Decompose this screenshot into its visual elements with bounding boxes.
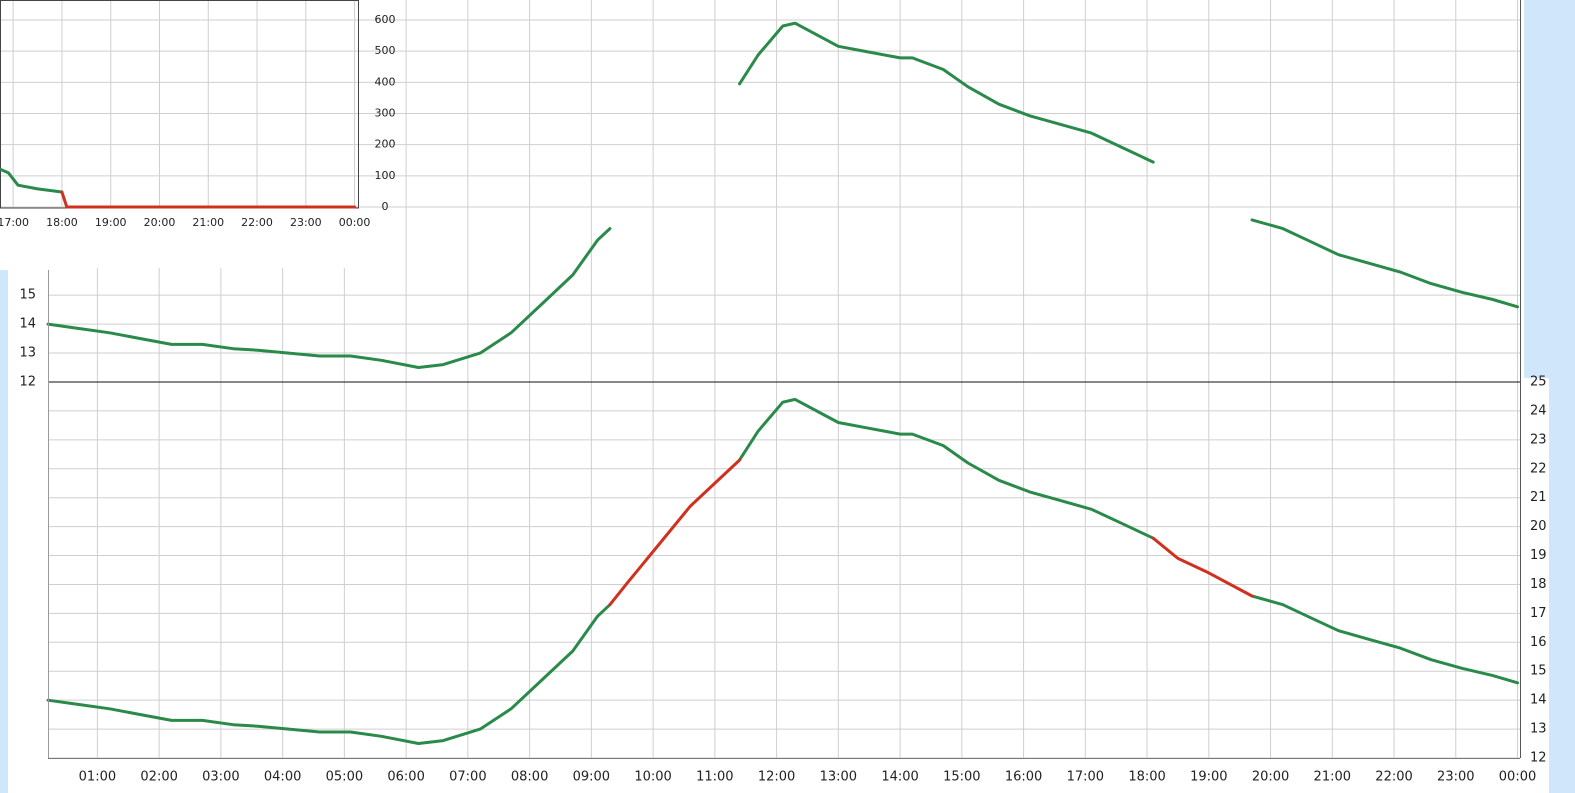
window-edge [0,270,8,793]
y-tick-label: 0 [382,200,389,213]
label-layer: 12 13 14 15 01:00 02:00 03:00 04:00 05:00 06:00 07… [19,288,1546,785]
y-tick-label: 19 [1530,548,1547,563]
y-tick-label: 14 [1530,693,1547,708]
x-tick-label: 23:00 [1437,770,1474,785]
y-tick-label: 12 [1530,751,1547,766]
y-tick-label: 24 [1530,403,1547,418]
y-tick-label: 22 [1530,461,1547,476]
y-tick-label: 300 [375,107,396,120]
x-tick-label: 21:00 [1314,770,1351,785]
x-tick-label: 11:00 [696,770,733,785]
y-tick-label: 12 [19,375,36,390]
y-tick-label: 400 [375,75,396,88]
y-tick-label: 15 [1530,664,1547,679]
x-tick-label: 12:00 [758,770,795,785]
line-layer [46,0,1521,759]
x-tick-label: 10:00 [634,770,671,785]
x-tick-label: 22:00 [1375,770,1412,785]
x-tick-label: 17:00 [1067,770,1104,785]
y-tick-label: 23 [1530,432,1547,447]
x-tick-label: 06:00 [387,770,424,785]
x-tick-label: 08:00 [511,770,548,785]
x-tick-label: 17:00 [0,216,29,229]
window-edge [1524,0,1575,378]
x-tick-label: 05:00 [326,770,363,785]
x-tick-label: 02:00 [140,770,177,785]
y-tick-label: 15 [19,288,36,303]
y-tick-label: 100 [375,169,396,182]
x-tick-label: 16:00 [1005,770,1042,785]
x-tick-label: 15:00 [943,770,980,785]
data-line [46,397,1519,745]
y-tick-label: 600 [375,13,396,26]
x-tick-label: 21:00 [192,216,224,229]
x-tick-label: 18:00 [1128,770,1165,785]
y-tick-label: 200 [375,138,396,151]
x-tick-label: 18:00 [46,216,78,229]
y-tick-label: 13 [19,346,36,361]
x-tick-label: 20:00 [1252,770,1289,785]
y-tick-label: 13 [1530,722,1547,737]
y-tick-label: 500 [375,44,396,57]
x-tick-label: 01:00 [79,770,116,785]
inset-panel [0,0,400,268]
y-tick-label: 20 [1530,519,1547,534]
y-tick-label: 18 [1530,577,1547,592]
y-tick-label: 16 [1530,635,1547,650]
y-tick-label: 21 [1530,490,1547,505]
y-tick-label: 14 [19,317,36,332]
x-tick-label: 19:00 [1190,770,1227,785]
x-tick-label: 00:00 [339,216,371,229]
data-line [608,458,1254,607]
data-line [0,168,64,194]
inset-layer: 17:00 18:00 19:00 20:00 21:00 22:00 23:00 00:00… [0,0,1520,268]
x-tick-label: 07:00 [449,770,486,785]
x-tick-label: 20:00 [144,216,176,229]
y-tick-label: 17 [1530,606,1547,621]
x-tick-label: 03:00 [202,770,239,785]
x-tick-label: 13:00 [820,770,857,785]
x-tick-label: 04:00 [264,770,301,785]
x-tick-label: 23:00 [290,216,322,229]
data-line [60,190,357,209]
x-tick-label: 14:00 [881,770,918,785]
x-tick-label: 09:00 [573,770,610,785]
window-edge [1549,378,1575,793]
x-tick-label: 00:00 [1499,770,1536,785]
x-tick-label: 19:00 [95,216,127,229]
y-tick-label: 25 [1530,375,1547,390]
data-line [46,21,1519,369]
x-tick-label: 22:00 [241,216,273,229]
